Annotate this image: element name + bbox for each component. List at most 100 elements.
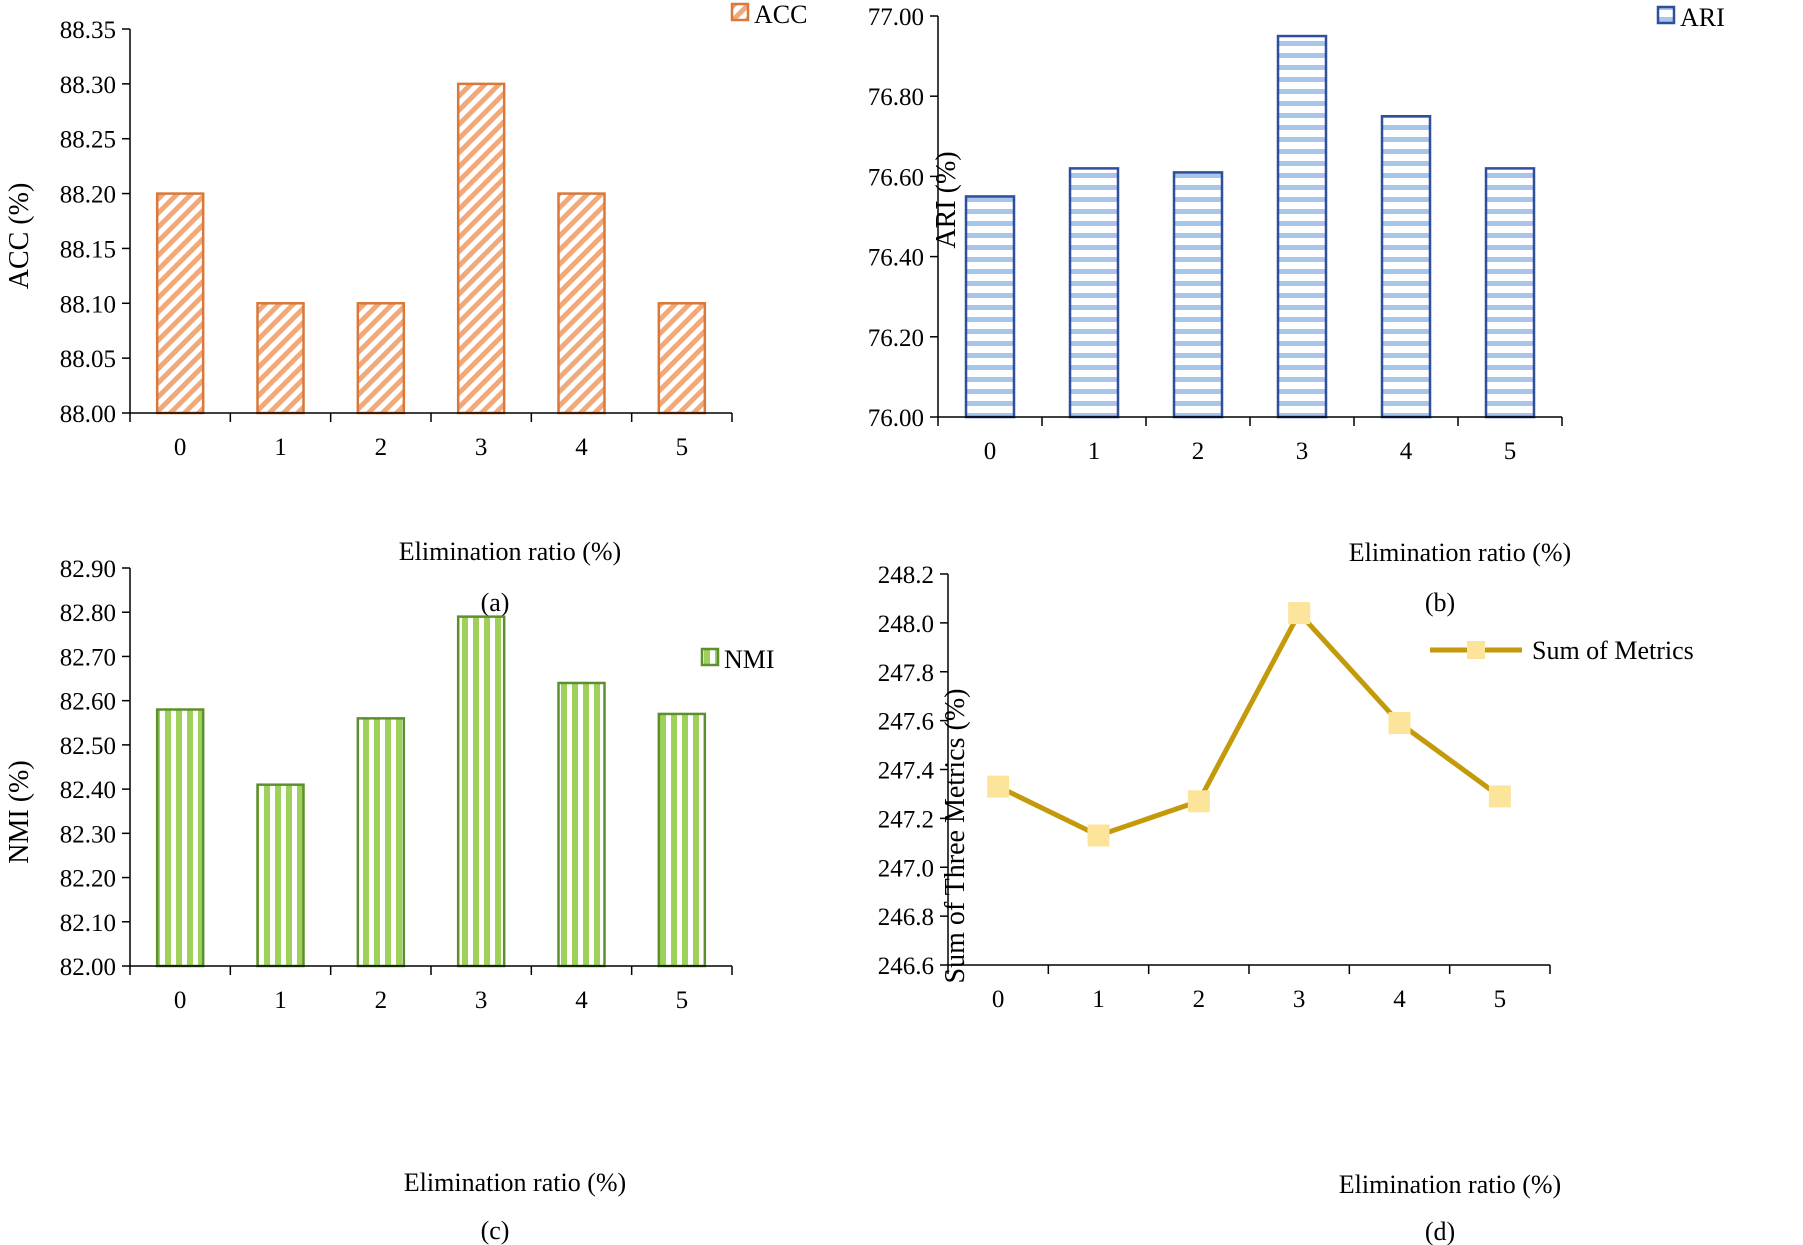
y-tick-label: 247.8 bbox=[878, 660, 934, 687]
legend-marker bbox=[1467, 641, 1485, 659]
x-tick-label: 4 bbox=[1393, 986, 1406, 1013]
x-tick-label: 5 bbox=[1504, 438, 1517, 465]
y-tick-label: 82.70 bbox=[60, 644, 116, 671]
x-tick-label: 4 bbox=[575, 987, 588, 1014]
point-1 bbox=[1087, 824, 1110, 847]
y-tick-label: 76.00 bbox=[868, 405, 924, 432]
y-axis-label: ACC (%) bbox=[4, 183, 35, 290]
x-tick-label: 3 bbox=[1293, 986, 1306, 1013]
x-tick-label: 3 bbox=[475, 434, 488, 461]
x-tick-label: 5 bbox=[1494, 986, 1507, 1013]
y-tick-label: 246.8 bbox=[878, 904, 934, 931]
y-tick-label: 76.40 bbox=[868, 245, 924, 272]
point-3 bbox=[1288, 602, 1311, 625]
bar-2 bbox=[356, 302, 406, 415]
bar-4 bbox=[557, 192, 606, 415]
y-tick-label: 76.60 bbox=[868, 164, 924, 191]
y-tick-label: 76.80 bbox=[868, 84, 924, 111]
bar-0 bbox=[964, 195, 1016, 419]
point-0 bbox=[987, 775, 1010, 798]
legend-swatch bbox=[730, 2, 750, 22]
x-tick-label: 2 bbox=[1193, 986, 1206, 1013]
bar-0 bbox=[155, 708, 205, 968]
x-tick-label: 4 bbox=[575, 434, 588, 461]
y-tick-label: 82.00 bbox=[60, 954, 116, 981]
bar-4 bbox=[557, 681, 606, 968]
y-axis-label: NMI (%) bbox=[4, 760, 35, 863]
x-tick-label: 4 bbox=[1400, 438, 1413, 465]
bar-1 bbox=[256, 783, 305, 968]
x-tick-label: 2 bbox=[1192, 438, 1205, 465]
legend: ARI bbox=[1656, 3, 1725, 32]
x-axis-label: Elimination ratio (%) bbox=[1349, 538, 1571, 567]
y-tick-label: 82.30 bbox=[60, 821, 116, 848]
y-tick-label: 247.0 bbox=[878, 855, 934, 882]
panel-label: (a) bbox=[481, 588, 510, 617]
panel-label: (d) bbox=[1425, 1217, 1455, 1245]
x-axis-label: Elimination ratio (%) bbox=[1339, 1170, 1561, 1199]
y-axis-label: ARI (%) bbox=[931, 151, 962, 248]
panel-a: 88.00 88.05 88.10 88.15 88.20 88.25 88.30 88.35… bbox=[4, 0, 807, 617]
y-axis-label: Sum of Three Metrics (%) bbox=[940, 689, 971, 984]
y-tick-label: 247.4 bbox=[878, 758, 935, 785]
x-tick-label: 5 bbox=[676, 987, 689, 1014]
x-axis-label: Elimination ratio (%) bbox=[399, 537, 621, 566]
x-tick-label: 0 bbox=[174, 434, 187, 461]
bar-3 bbox=[456, 615, 506, 968]
bar-2 bbox=[1172, 171, 1224, 419]
x-tick-label: 1 bbox=[274, 987, 287, 1014]
y-tick-label: 82.90 bbox=[60, 556, 116, 583]
bar-5 bbox=[1484, 167, 1536, 419]
y-tick-label: 248.0 bbox=[878, 611, 934, 638]
y-tick-label: 82.40 bbox=[60, 777, 116, 804]
legend: NMI bbox=[700, 645, 775, 674]
x-tick-label: 5 bbox=[676, 434, 689, 461]
bar-2 bbox=[356, 717, 406, 968]
bar-3 bbox=[1276, 34, 1328, 419]
x-tick-label: 1 bbox=[1092, 986, 1105, 1013]
y-tick-label: 246.6 bbox=[878, 953, 934, 980]
x-tick-label: 3 bbox=[1296, 438, 1309, 465]
panel-c: 82.00 82.10 82.20 82.30 82.40 82.50 82.60 82.70… bbox=[4, 556, 775, 1245]
y-tick-label: 82.50 bbox=[60, 733, 116, 760]
y-tick-label: 82.80 bbox=[60, 600, 116, 627]
point-2 bbox=[1187, 790, 1210, 813]
y-tick-label: 88.25 bbox=[60, 127, 116, 154]
y-tick-label: 248.2 bbox=[878, 562, 934, 589]
y-tick-label: 88.00 bbox=[60, 401, 116, 428]
y-tick-label: 82.10 bbox=[60, 910, 116, 937]
legend: Sum of Metrics bbox=[1430, 636, 1694, 665]
bar-1 bbox=[1068, 167, 1120, 419]
y-tick-label: 88.05 bbox=[60, 346, 116, 373]
y-tick-label: 247.6 bbox=[878, 709, 934, 736]
panel-label: (c) bbox=[481, 1216, 510, 1245]
y-tick-label: 88.30 bbox=[60, 72, 116, 99]
x-tick-label: 3 bbox=[475, 987, 488, 1014]
panel-b: 76.00 76.20 76.40 76.60 76.80 77.00 0 1 2 3 4 5 AR… bbox=[868, 3, 1725, 617]
y-tick-label: 76.20 bbox=[868, 325, 924, 352]
y-tick-label: 88.10 bbox=[60, 291, 116, 318]
legend-label: Sum of Metrics bbox=[1532, 636, 1694, 665]
bar-5 bbox=[657, 302, 707, 415]
bar-4 bbox=[1380, 115, 1432, 419]
x-tick-label: 0 bbox=[992, 986, 1005, 1013]
x-tick-label: 1 bbox=[274, 434, 287, 461]
panel-d: 246.6 246.8 247.0 247.2 247.4 247.6 247.8 248.0… bbox=[878, 562, 1694, 1245]
y-tick-label: 247.2 bbox=[878, 806, 934, 833]
y-tick-label: 82.20 bbox=[60, 866, 116, 893]
legend-label: ACC bbox=[754, 0, 807, 29]
y-tick-label: 88.20 bbox=[60, 182, 116, 209]
y-tick-label: 82.60 bbox=[60, 689, 116, 716]
y-tick-label: 77.00 bbox=[868, 4, 924, 31]
bar-0 bbox=[155, 192, 205, 415]
x-tick-label: 0 bbox=[984, 438, 997, 465]
bar-5 bbox=[657, 712, 707, 968]
legend-label: NMI bbox=[724, 645, 775, 674]
x-tick-label: 1 bbox=[1088, 438, 1101, 465]
bar-3 bbox=[456, 82, 506, 415]
bar-1 bbox=[256, 302, 305, 415]
x-tick-label: 2 bbox=[375, 987, 388, 1014]
legend: ACC bbox=[730, 0, 807, 29]
series-line bbox=[997, 610, 1502, 838]
